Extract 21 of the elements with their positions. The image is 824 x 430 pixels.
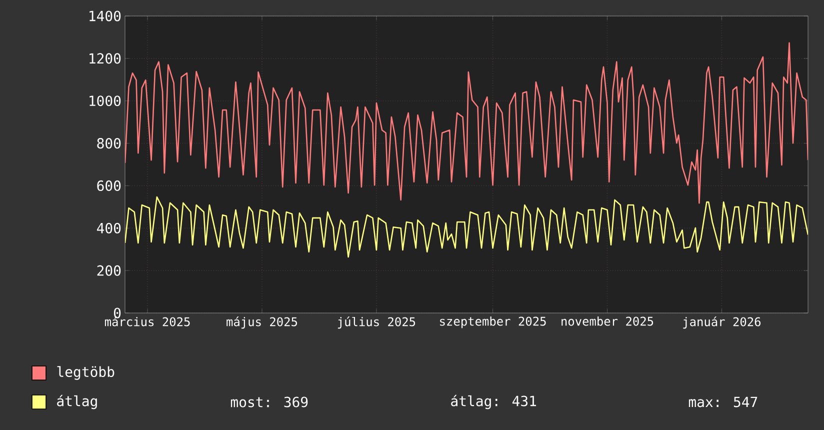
y-tick-label: 600: [97, 180, 121, 191]
x-tick-label: szeptember 2025: [440, 316, 546, 328]
y-tick-label: 1000: [90, 96, 121, 106]
x-tick-label: január 2026: [683, 316, 761, 329]
x-tick-label: november 2025: [562, 316, 654, 326]
legend-label: legtöbb: [57, 366, 114, 380]
text: max: 547: [688, 396, 758, 408]
legend-label: átlag: [57, 394, 97, 410]
line-series: [125, 196, 808, 258]
y-tick-label: 1200: [90, 53, 121, 64]
y-tick-label: 0: [114, 308, 121, 318]
line-series: [125, 42, 808, 204]
x-tick-label: július 2025: [338, 316, 416, 329]
y-tick-label: 1400: [90, 10, 121, 22]
x-tick-label: március 2025: [104, 316, 190, 326]
text: átlag: 431: [451, 394, 536, 410]
text: most: 369: [230, 396, 308, 408]
y-tick-label: 400: [96, 222, 121, 234]
x-tick-label: május 2025: [226, 316, 298, 329]
y-tick-label: 200: [97, 265, 121, 276]
y-tick-label: 800: [97, 138, 121, 149]
